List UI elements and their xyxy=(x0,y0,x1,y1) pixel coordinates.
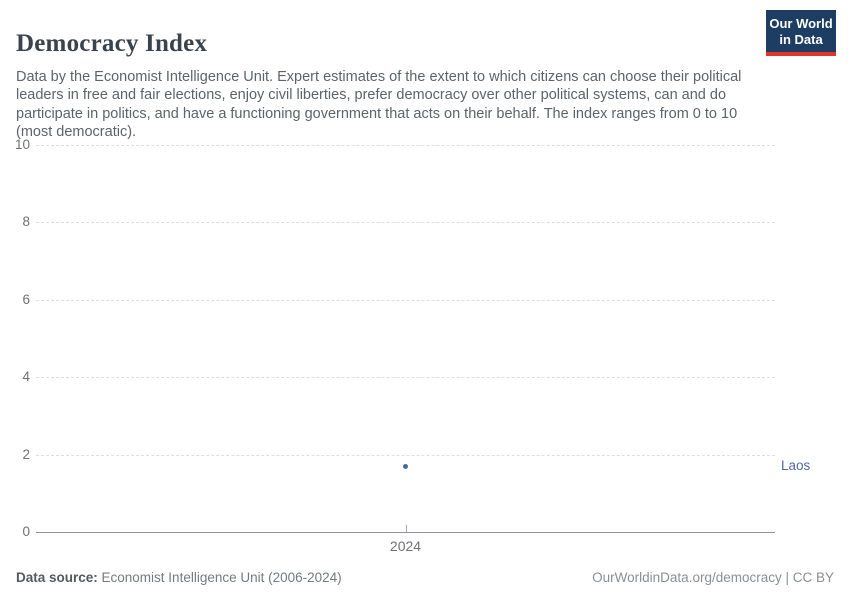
data-source-label: Data source: xyxy=(16,570,98,585)
gridline-y-8 xyxy=(36,222,775,224)
credit-link[interactable]: OurWorldinData.org/democracy | CC BY xyxy=(592,570,834,585)
owid-logo-line2: in Data xyxy=(779,32,823,47)
owid-logo[interactable]: Our World in Data xyxy=(766,10,836,56)
y-axis-tick-label-8: 8 xyxy=(22,214,30,230)
data-source-note: Data source: Economist Intelligence Unit… xyxy=(16,570,342,585)
y-axis-tick-label-0: 0 xyxy=(22,524,30,539)
gridline-y-0 xyxy=(36,532,775,533)
gridline-y-2 xyxy=(36,454,775,456)
y-axis-tick-label-6: 6 xyxy=(22,291,30,307)
y-axis-tick-label-4: 4 xyxy=(22,369,30,385)
page-title: Democracy Index xyxy=(16,29,208,57)
gridline-y-4 xyxy=(36,377,775,379)
x-axis-tick-label: 2024 xyxy=(389,538,422,554)
x-axis-tick xyxy=(405,525,407,532)
y-axis-tick-label-2: 2 xyxy=(22,446,30,462)
data-source-value: Economist Intelligence Unit (2006-2024) xyxy=(97,570,342,585)
chart-subtitle: Data by the Economist Intelligence Unit.… xyxy=(16,68,742,141)
data-point-laos[interactable] xyxy=(403,463,408,469)
gridline-y-6 xyxy=(36,299,775,301)
owid-logo-line1: Our World xyxy=(769,16,833,31)
y-axis-tick-label-10: 10 xyxy=(14,137,30,152)
gridline-y-10 xyxy=(36,145,775,146)
entity-label-laos[interactable]: Laos xyxy=(781,458,811,474)
